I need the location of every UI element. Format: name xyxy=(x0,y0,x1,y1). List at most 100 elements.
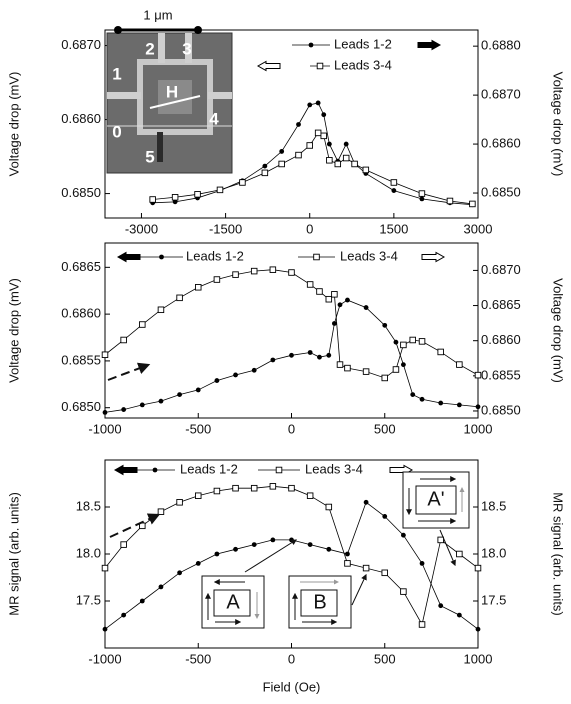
y2-tick-label: 0.6865 xyxy=(481,297,521,312)
x-tick-label: -1000 xyxy=(88,651,121,666)
marker-square xyxy=(418,621,426,628)
marker-square xyxy=(325,295,333,303)
marker-square xyxy=(275,466,283,474)
inset-label: 0 xyxy=(112,122,121,141)
y-tick-label: 0.6855 xyxy=(61,352,101,367)
marker-square xyxy=(295,151,302,159)
marker-dot xyxy=(270,357,276,363)
marker-dot xyxy=(159,254,164,260)
y2-tick-label: 0.6870 xyxy=(481,87,521,102)
marker-dot xyxy=(158,584,164,590)
marker-dot xyxy=(308,42,314,48)
field-arrow xyxy=(149,95,201,109)
marker-square xyxy=(362,564,370,572)
y-tick-label: 0.6850 xyxy=(61,399,101,414)
marker-dot xyxy=(391,188,397,193)
y-tick-label: 0.6865 xyxy=(61,259,101,274)
y-tick-label: 0.6870 xyxy=(61,37,101,52)
x-tick-label: 0 xyxy=(306,221,313,236)
marker-square xyxy=(239,179,246,186)
marker-dot xyxy=(456,402,462,408)
y-tick-label: 18.5 xyxy=(76,498,101,513)
scale-bar-end xyxy=(114,26,122,34)
y-tick-label: 17.5 xyxy=(76,592,101,607)
marker-square xyxy=(409,336,416,344)
marker-square xyxy=(250,484,258,492)
marker-square xyxy=(171,194,179,201)
marker-square xyxy=(313,253,320,261)
marker-dot xyxy=(343,141,349,147)
x-tick-label: -500 xyxy=(185,651,211,666)
marker-square xyxy=(314,129,322,137)
x-tick-label: 0 xyxy=(288,421,295,436)
marker-square xyxy=(418,190,426,197)
marker-dot xyxy=(307,102,313,108)
inset-label: A' xyxy=(427,488,444,510)
y-axis-label: MR signal (arb. units) xyxy=(6,492,21,616)
x-tick-label: 1000 xyxy=(464,421,493,436)
y-axis-label: Voltage drop (mV) xyxy=(6,72,21,177)
inset-label: 5 xyxy=(145,147,154,166)
marker-square xyxy=(392,366,400,373)
marker-square xyxy=(316,62,324,70)
marker-square xyxy=(344,364,351,372)
marker-dot xyxy=(331,321,337,326)
marker-dot xyxy=(317,354,322,360)
sem-lead xyxy=(208,92,232,99)
marker-dot xyxy=(401,362,406,368)
x-tick-label: 500 xyxy=(374,651,396,666)
marker-dot xyxy=(251,542,257,547)
y-tick-label: 0.6860 xyxy=(61,111,101,126)
legend-label: Leads 3-4 xyxy=(334,57,392,72)
marker-square xyxy=(149,196,156,203)
y2-axis-label: MR signal (arb. units) xyxy=(551,492,566,616)
x-tick-label: 0 xyxy=(288,651,295,666)
y2-tick-label: 0.6870 xyxy=(481,262,521,277)
marker-dot xyxy=(382,322,388,328)
inset-label: 1 xyxy=(112,64,121,83)
y2-tick-label: 0.6855 xyxy=(481,367,521,382)
y2-tick-label: 17.5 xyxy=(481,592,506,607)
marker-dot xyxy=(456,612,462,618)
marker-square xyxy=(288,484,295,492)
marker-dot xyxy=(139,402,145,408)
marker-square xyxy=(250,267,258,275)
y-tick-label: 18.0 xyxy=(76,545,101,560)
marker-dot xyxy=(475,626,481,632)
marker-dot xyxy=(139,598,145,604)
marker-square xyxy=(474,564,482,572)
marker-dot xyxy=(233,372,238,378)
plot-frame xyxy=(104,29,479,219)
marker-dot xyxy=(172,199,178,205)
marker-dot xyxy=(289,352,294,358)
axis-arrow xyxy=(113,464,138,476)
marker-square xyxy=(390,179,398,186)
marker-square xyxy=(474,371,482,379)
axis-arrow xyxy=(417,39,442,51)
marker-dot xyxy=(296,122,301,127)
marker-square xyxy=(342,154,350,162)
marker-square xyxy=(216,186,224,194)
marker-dot xyxy=(102,626,108,632)
marker-dot xyxy=(410,392,416,398)
y-tick-label: 0.6860 xyxy=(61,306,101,321)
axis-arrow xyxy=(421,251,446,263)
marker-dot xyxy=(121,407,127,412)
x-tick-label: 500 xyxy=(374,421,396,436)
sem-lead xyxy=(157,132,163,162)
marker-square xyxy=(334,160,342,168)
marker-dot xyxy=(233,546,238,552)
marker-square xyxy=(400,341,407,349)
sem-lead xyxy=(185,33,192,63)
legend-label: Leads 1-2 xyxy=(334,36,392,51)
marker-square xyxy=(176,294,183,302)
marker-dot xyxy=(214,378,220,383)
marker-square xyxy=(194,284,202,291)
marker-square xyxy=(456,361,463,368)
x-tick-label: 1500 xyxy=(379,221,408,236)
inset-label: 3 xyxy=(182,39,191,58)
sem-lead xyxy=(107,92,141,99)
x-tick-label: -3000 xyxy=(125,221,158,236)
